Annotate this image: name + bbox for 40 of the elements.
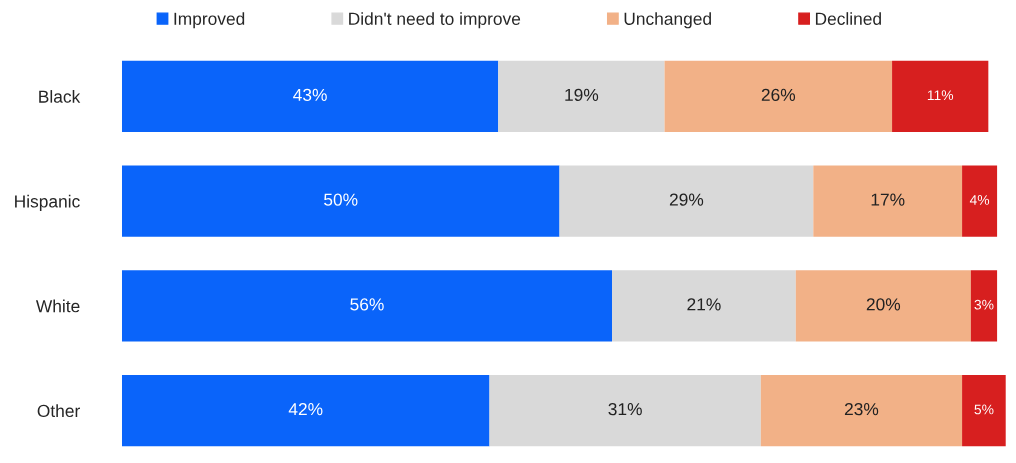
bar — [970, 270, 998, 342]
data-label: 5% — [974, 404, 994, 415]
data-label: 4% — [969, 195, 990, 205]
data-label: 17% — [871, 193, 905, 206]
bar — [892, 60, 989, 132]
bar — [121, 165, 560, 237]
data-label: 26% — [761, 88, 796, 102]
bar — [612, 270, 796, 342]
legend-label: Improved — [174, 12, 245, 29]
data-label: 29% — [669, 193, 704, 206]
bar — [121, 270, 613, 342]
bar — [121, 375, 490, 447]
bar — [795, 270, 971, 342]
legend-label: Didn't need to improve — [349, 12, 521, 29]
data-label: 50% — [324, 193, 358, 206]
y-tick-label: White — [35, 299, 80, 313]
bar — [813, 165, 963, 237]
data-label: 21% — [687, 298, 721, 311]
bar — [962, 165, 998, 237]
bar — [489, 375, 761, 447]
y-tick-label: Hispanic — [15, 194, 80, 212]
y-tick-label: Other — [37, 404, 80, 418]
data-label: 23% — [844, 402, 879, 416]
data-label: 11% — [927, 90, 954, 101]
bar — [962, 375, 1006, 447]
bar — [559, 165, 814, 237]
data-label: 3% — [974, 299, 994, 310]
legend-label: Unchanged — [624, 12, 711, 29]
bar — [664, 60, 893, 132]
bar — [760, 375, 963, 447]
data-label: 43% — [293, 88, 327, 102]
data-label: 56% — [350, 298, 384, 311]
data-label: 31% — [608, 402, 642, 416]
bar — [121, 60, 499, 132]
data-label: 42% — [288, 402, 323, 416]
data-label: 19% — [565, 88, 599, 102]
data-label: 20% — [866, 298, 901, 311]
legend-label: Declined — [815, 12, 881, 25]
y-tick-label: Black — [39, 90, 81, 103]
bar — [498, 60, 665, 132]
